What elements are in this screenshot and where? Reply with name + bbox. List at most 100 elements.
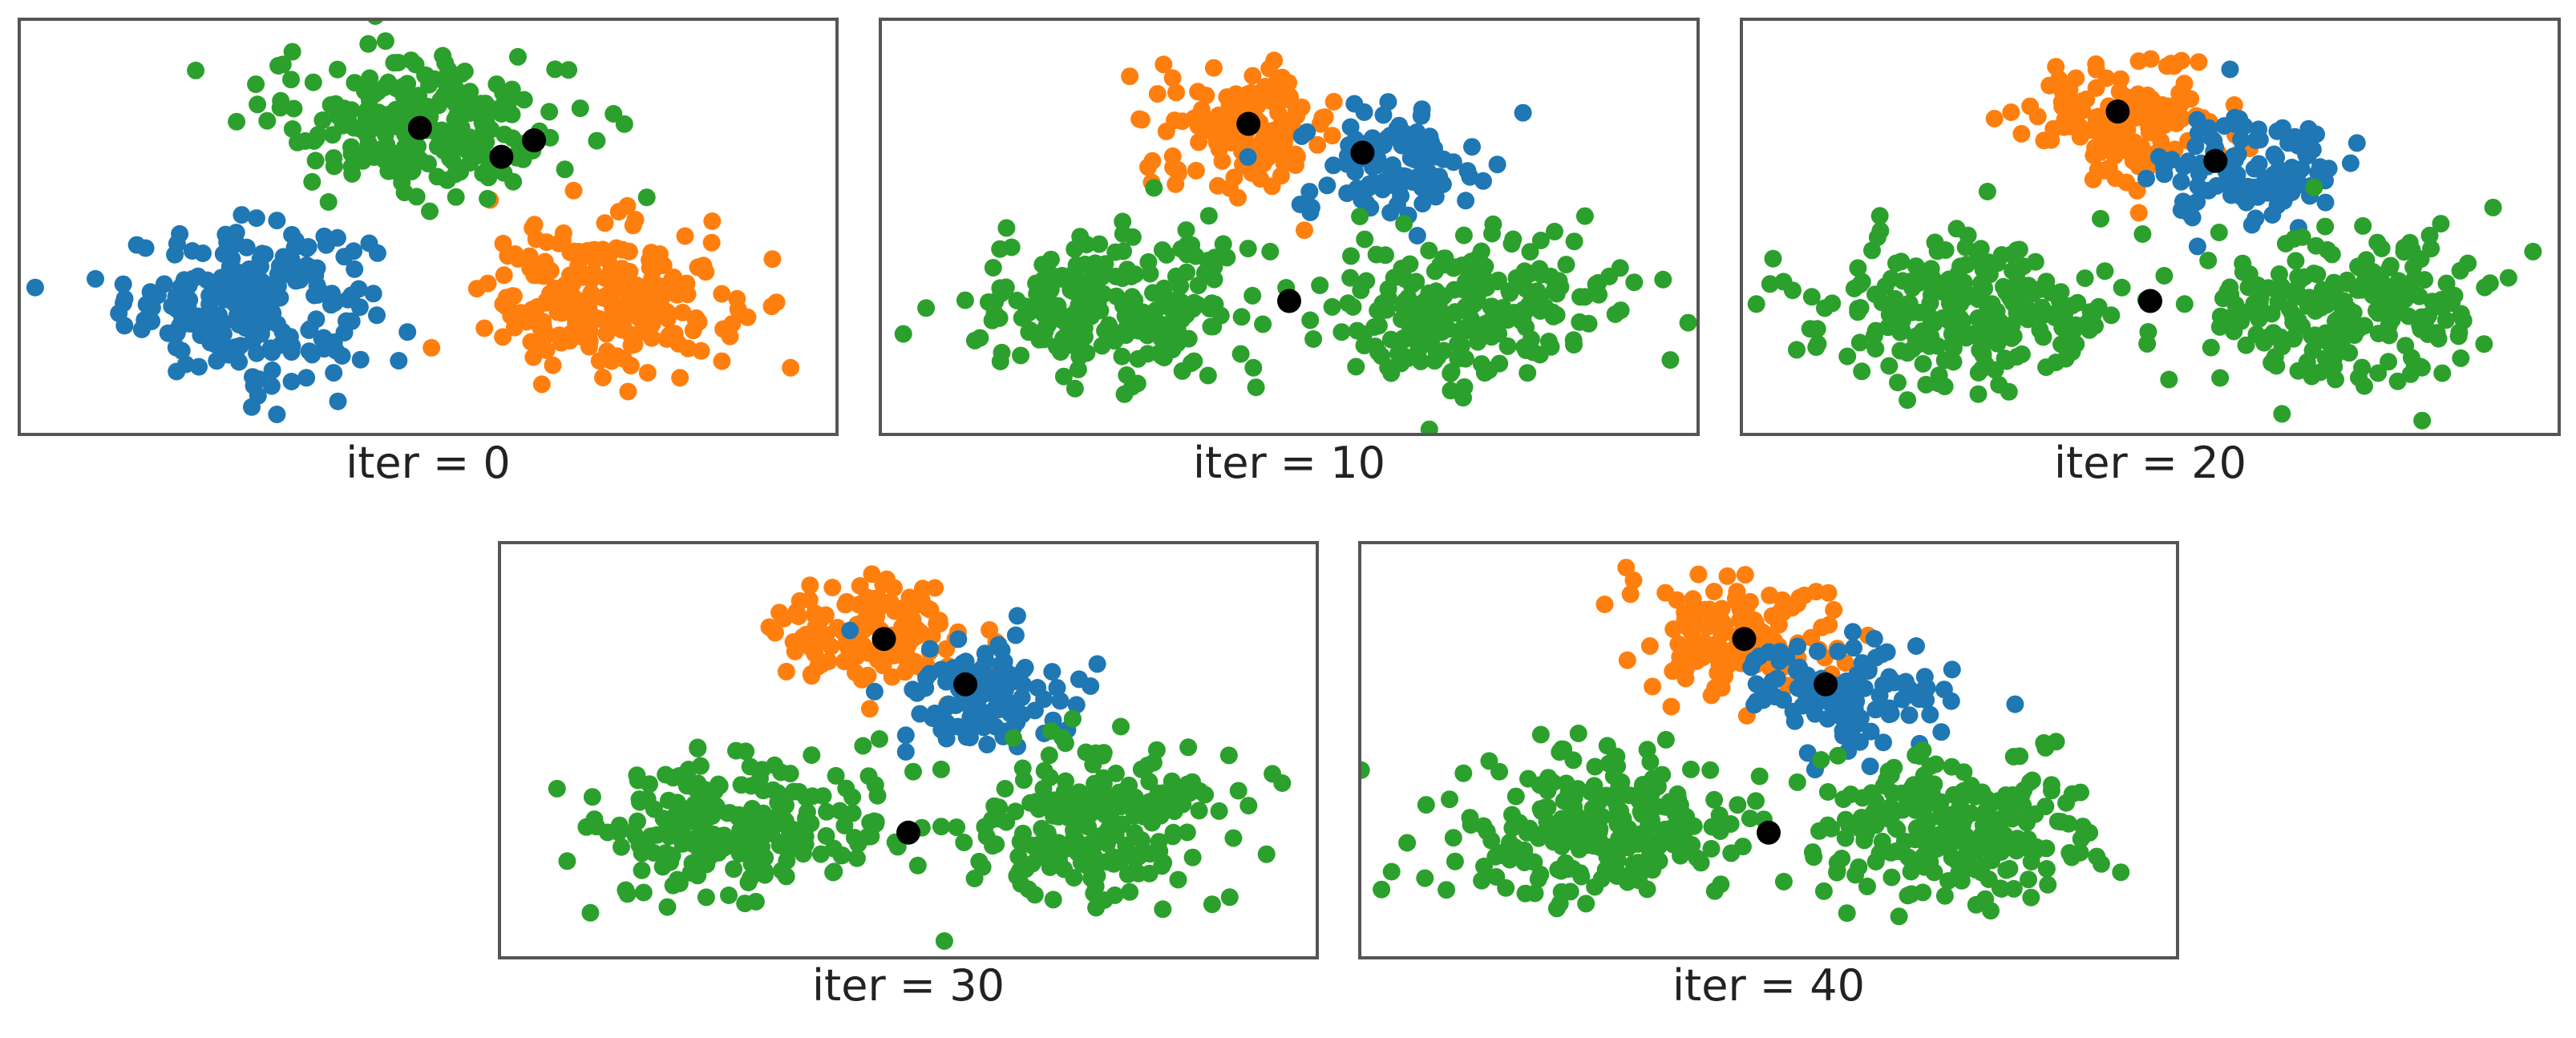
data-point-orange xyxy=(1225,168,1244,187)
data-point-green xyxy=(2218,282,2237,301)
data-point-green xyxy=(1812,751,1830,769)
data-point-green xyxy=(2433,364,2452,382)
data-point-blue xyxy=(326,293,344,312)
data-point-orange xyxy=(1617,559,1636,577)
data-point-green xyxy=(731,821,750,839)
data-point-orange xyxy=(981,620,999,639)
data-point-blue xyxy=(2246,131,2265,149)
data-point-blue xyxy=(1859,662,1878,680)
data-point-orange xyxy=(1678,618,1696,636)
data-point-blue xyxy=(263,361,281,379)
data-point-green xyxy=(1484,314,1502,333)
data-point-green xyxy=(1472,355,1490,374)
data-point-blue xyxy=(1893,690,1911,709)
caption-iter-30: iter = 30 xyxy=(812,960,1005,1011)
data-point-green xyxy=(313,111,332,129)
data-point-green xyxy=(1395,215,1413,232)
data-point-orange xyxy=(1155,55,1173,74)
data-point-green xyxy=(2323,245,2341,264)
data-point-green xyxy=(2423,293,2441,311)
data-point-green xyxy=(798,803,816,822)
data-point-green xyxy=(1555,740,1573,758)
data-point-green xyxy=(2052,335,2070,353)
data-point-orange xyxy=(2050,70,2068,88)
data-point-blue xyxy=(268,406,286,423)
data-point-orange xyxy=(561,285,580,303)
data-point-orange xyxy=(642,270,661,289)
data-point-green xyxy=(1572,867,1591,886)
data-point-green xyxy=(1921,853,1939,871)
data-point-green xyxy=(1224,829,1243,847)
data-point-green xyxy=(1041,250,1060,269)
data-point-orange xyxy=(1813,618,1831,636)
data-point-green xyxy=(1086,744,1105,762)
data-point-orange xyxy=(536,293,555,312)
data-point-blue xyxy=(1458,162,1477,180)
data-point-orange xyxy=(896,609,914,628)
data-point-blue xyxy=(1765,688,1784,706)
data-point-blue xyxy=(1444,153,1462,172)
data-point-green xyxy=(2270,265,2288,283)
data-point-orange xyxy=(599,251,617,269)
data-point-blue xyxy=(255,294,273,313)
data-point-green xyxy=(1399,349,1417,367)
data-point-green xyxy=(641,775,658,794)
data-point-green xyxy=(2035,733,2053,752)
data-point-orange xyxy=(1187,161,1205,180)
data-point-blue xyxy=(2137,169,2155,188)
data-point-green xyxy=(814,787,832,806)
data-point-green xyxy=(1914,354,1932,373)
data-point-green xyxy=(2155,267,2174,285)
data-point-green xyxy=(2045,305,2064,323)
data-point-green xyxy=(703,807,722,825)
data-point-green xyxy=(670,874,689,893)
data-point-blue xyxy=(364,285,382,303)
data-point-orange xyxy=(1323,127,1341,145)
data-point-orange xyxy=(522,333,540,351)
data-point-green xyxy=(991,353,1009,370)
data-point-green xyxy=(283,42,301,61)
data-point-green xyxy=(1883,784,1902,802)
data-point-green xyxy=(2451,261,2469,280)
data-point-blue xyxy=(1014,676,1033,694)
data-point-orange xyxy=(812,609,831,628)
data-point-green xyxy=(818,802,835,821)
data-point-blue xyxy=(325,364,343,382)
data-point-green xyxy=(1814,882,1833,900)
data-point-blue xyxy=(218,233,237,252)
data-point-blue xyxy=(1291,196,1309,213)
data-point-green xyxy=(1332,323,1351,341)
data-point-green xyxy=(1301,311,1320,329)
data-point-green xyxy=(1924,826,1943,845)
data-point-green xyxy=(1882,269,1900,288)
data-point-green xyxy=(1569,725,1587,742)
data-point-green xyxy=(1557,256,1575,274)
data-point-green xyxy=(376,125,394,143)
data-point-orange xyxy=(1985,110,2004,127)
data-point-orange xyxy=(721,327,739,345)
data-point-orange xyxy=(868,651,887,669)
data-point-green xyxy=(1929,374,1947,393)
data-point-green xyxy=(2068,293,2087,312)
data-point-green xyxy=(2292,288,2311,306)
data-point-blue xyxy=(256,245,274,264)
data-point-green xyxy=(648,826,666,844)
data-point-green xyxy=(1922,328,1940,346)
data-point-green xyxy=(319,193,338,211)
data-point-orange xyxy=(762,297,781,316)
data-point-green xyxy=(1882,843,1900,862)
data-point-blue xyxy=(917,669,936,687)
data-point-green xyxy=(1552,883,1571,901)
data-point-orange xyxy=(1773,591,1792,609)
data-point-green xyxy=(1164,823,1183,842)
data-point-blue xyxy=(317,236,335,254)
data-point-orange xyxy=(713,285,731,303)
data-point-green xyxy=(778,852,796,870)
data-point-blue xyxy=(2172,172,2190,191)
data-point-green xyxy=(1988,810,2006,829)
data-point-blue xyxy=(308,286,326,304)
data-point-green xyxy=(1454,764,1473,782)
data-point-green xyxy=(2004,261,2022,280)
data-point-green xyxy=(1433,323,1451,341)
data-point-green xyxy=(366,85,384,103)
